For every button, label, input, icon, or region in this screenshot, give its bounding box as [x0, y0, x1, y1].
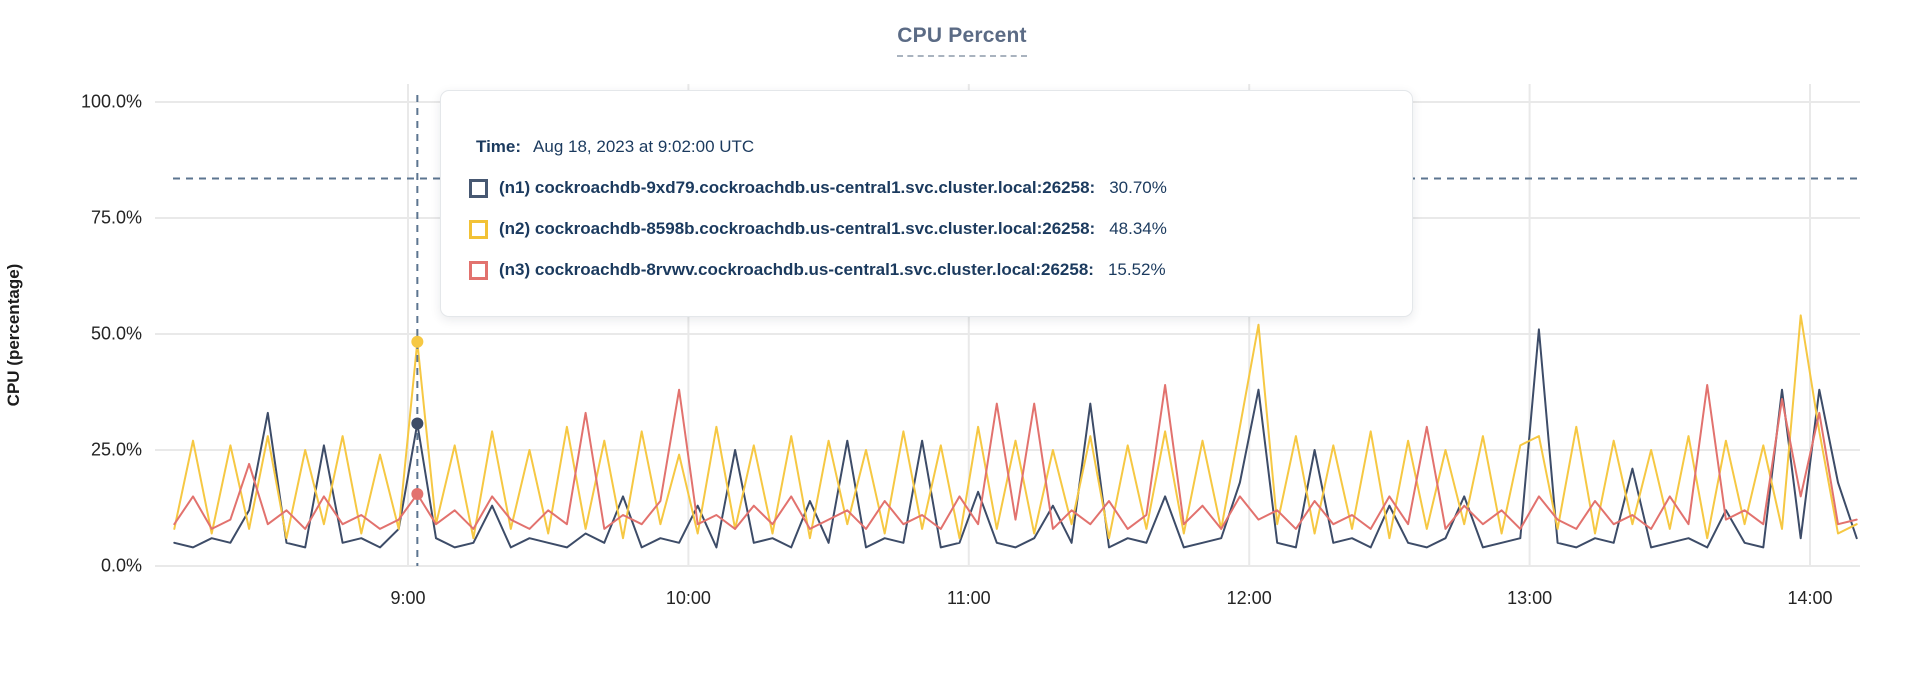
y-tick-label: 75.0% [90, 207, 142, 228]
series-line-n2 [173, 314, 1858, 540]
x-tick-label: 13:00 [1507, 588, 1553, 608]
tooltip-series-row: (n2) cockroachdb-8598b.cockroachdb.us-ce… [469, 217, 1384, 241]
tooltip-series-row: (n3) cockroachdb-8rvwv.cockroachdb.us-ce… [469, 258, 1384, 282]
tooltip-series-name: (n1) cockroachdb-9xd79.cockroachdb.us-ce… [499, 178, 1096, 197]
chart-title-text: CPU Percent [897, 24, 1027, 57]
legend-swatch-n3 [469, 260, 488, 280]
x-tick-label: 12:00 [1226, 588, 1272, 608]
y-tick-label: 0.0% [100, 555, 142, 576]
time-series-tooltip: Time: Aug 18, 2023 at 9:02:00 UTC (n1) co… [440, 90, 1413, 317]
tooltip-time-row: Time: Aug 18, 2023 at 9:02:00 UTC [476, 135, 1384, 159]
tooltip-series-value: 30.70% [1109, 178, 1167, 197]
tooltip-series-row: (n1) cockroachdb-9xd79.cockroachdb.us-ce… [469, 176, 1384, 200]
x-tick-label: 11:00 [946, 588, 991, 608]
x-tick-label: 9:00 [390, 588, 426, 608]
hover-point-n1 [411, 417, 424, 430]
x-tick-label: 14:00 [1787, 588, 1833, 608]
tooltip-series-name: (n2) cockroachdb-8598b.cockroachdb.us-ce… [499, 219, 1096, 238]
legend-swatch-n1 [469, 178, 488, 198]
tooltip-series-value: 48.34% [1109, 219, 1167, 238]
hover-point-n2 [411, 335, 424, 348]
chart-title: CPU Percent [0, 24, 1924, 57]
series-line-n1 [173, 328, 1858, 549]
tooltip-time-label: Time: [476, 137, 522, 156]
y-tick-label: 100.0% [80, 91, 142, 112]
y-tick-label: 25.0% [90, 439, 142, 460]
series-line-n3 [173, 384, 1858, 530]
legend-swatch-n2 [469, 219, 488, 239]
hover-point-n3 [411, 487, 424, 500]
x-tick-label: 10:00 [665, 588, 711, 608]
tooltip-time-value: Aug 18, 2023 at 9:02:00 UTC [533, 137, 755, 156]
y-tick-label: 50.0% [90, 323, 142, 344]
tooltip-series-value: 15.52% [1107, 260, 1166, 279]
tooltip-series-name: (n3) cockroachdb-8rvwv.cockroachdb.us-ce… [499, 260, 1094, 279]
